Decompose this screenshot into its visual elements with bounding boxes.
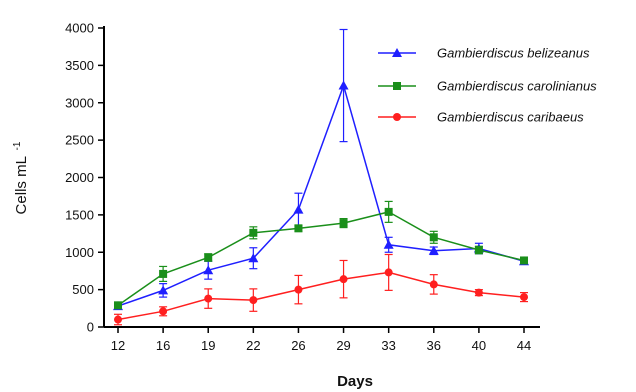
data-point [203, 265, 214, 275]
series-line [117, 271, 525, 321]
data-point [293, 204, 304, 214]
x-tick-label: 19 [201, 338, 215, 353]
series-line [117, 83, 525, 307]
x-tick-label: 16 [156, 338, 170, 353]
y-tick-label: 2500 [65, 133, 94, 148]
series-2 [114, 253, 528, 326]
y-axis-title: Cells mL -1 [12, 141, 30, 214]
series-1 [114, 200, 528, 310]
y-tick-label: 1000 [65, 245, 94, 260]
legend-marker [393, 82, 401, 90]
y-axis-ticks: 0 500 1000 1500 2000 2500 3000 3500 4000 [65, 21, 104, 335]
y-tick-label: 1500 [65, 207, 94, 222]
y-axis-title-superscript: -1 [12, 141, 23, 150]
data-point [520, 293, 528, 302]
x-axis-ticks: 12 16 19 22 26 29 33 36 40 44 [111, 327, 531, 353]
x-tick-label: 29 [336, 338, 350, 353]
x-tick-label: 40 [472, 338, 486, 353]
data-point [204, 294, 213, 303]
series-line [117, 211, 525, 306]
data-point [159, 307, 168, 316]
data-point [248, 253, 259, 263]
data-point [114, 315, 122, 324]
data-point [520, 256, 528, 265]
data-point [474, 246, 483, 255]
y-tick-label: 2000 [65, 170, 94, 185]
legend-label: Gambierdiscus carolinianus [437, 79, 597, 94]
data-point [159, 269, 168, 278]
data-point [114, 301, 122, 310]
legend-item: Gambierdiscus caribaeus [378, 110, 584, 125]
legend-item: Gambierdiscus belizeanus [378, 46, 590, 61]
x-tick-label: 12 [111, 338, 125, 353]
data-point [204, 253, 213, 262]
data-point [249, 296, 258, 305]
x-tick-label: 36 [427, 338, 441, 353]
legend-marker [392, 48, 402, 57]
x-tick-label: 22 [246, 338, 260, 353]
data-point [428, 245, 439, 255]
data-point [339, 275, 348, 284]
data-point [338, 80, 349, 90]
axes [103, 26, 540, 328]
legend-label: Gambierdiscus belizeanus [437, 46, 590, 61]
series-0 [113, 28, 529, 311]
y-tick-label: 3000 [65, 95, 94, 110]
data-point [158, 285, 169, 295]
legend-label: Gambierdiscus caribaeus [437, 110, 584, 125]
x-tick-label: 26 [291, 338, 305, 353]
y-tick-label: 3500 [65, 58, 94, 73]
y-tick-label: 4000 [65, 21, 94, 36]
y-tick-label: 500 [72, 282, 94, 297]
data-point [339, 219, 348, 228]
x-tick-label: 44 [517, 338, 531, 353]
x-axis-title: Days [337, 373, 373, 390]
data-point [429, 280, 438, 289]
data-point [383, 239, 394, 249]
data-point [294, 224, 303, 233]
y-tick-label: 0 [87, 320, 94, 335]
legend-item: Gambierdiscus carolinianus [378, 79, 597, 94]
y-axis-title-main: Cells mL [13, 156, 30, 214]
x-tick-label: 33 [381, 338, 395, 353]
legend: Gambierdiscus belizeanus Gambierdiscus ca… [378, 46, 597, 125]
data-point [384, 207, 393, 216]
data-point [429, 233, 438, 242]
data-point [474, 288, 483, 297]
data-point [249, 228, 258, 237]
data-point [384, 268, 393, 277]
legend-marker [393, 113, 401, 121]
series-layer [113, 28, 529, 326]
data-point [294, 285, 303, 294]
